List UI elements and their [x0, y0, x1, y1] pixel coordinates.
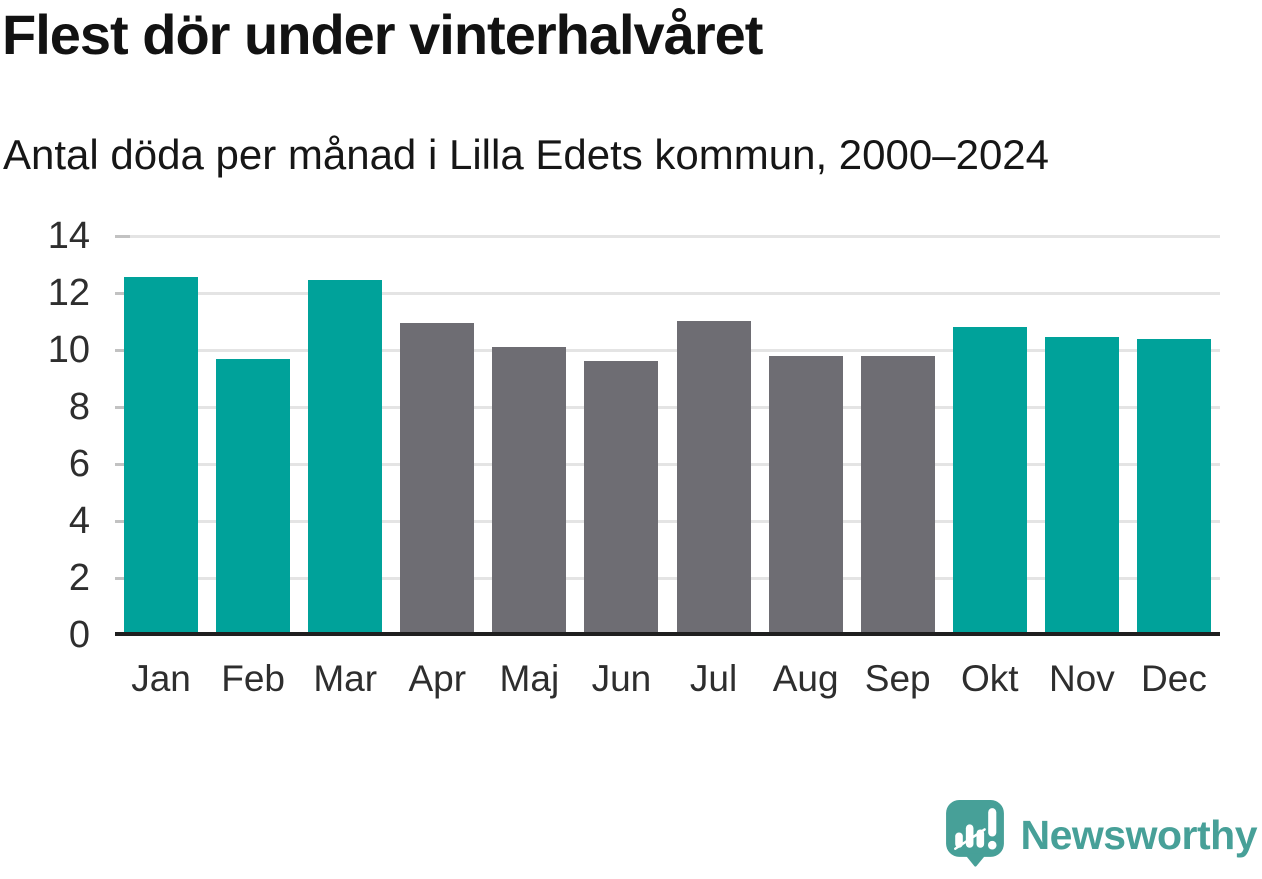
bar-aug: [769, 356, 843, 635]
chart-subtitle: Antal döda per månad i Lilla Edets kommu…: [3, 131, 1050, 178]
gridline: [115, 577, 1220, 580]
x-axis-label: Nov: [1048, 658, 1115, 699]
x-axis-label: Maj: [499, 658, 560, 699]
y-axis-label: 10: [47, 329, 90, 371]
x-axis-label: Feb: [221, 658, 285, 699]
y-axis-tick: [115, 235, 130, 238]
x-axis-label: Sep: [864, 658, 931, 699]
x-axis-label: Okt: [961, 658, 1019, 699]
x-axis-label: Dec: [1141, 658, 1207, 699]
newsworthy-logo: Newsworthy: [943, 799, 1258, 872]
y-axis-tick: [115, 463, 130, 466]
gridline: [115, 520, 1220, 523]
y-axis-label: 8: [68, 386, 90, 428]
bar-mar: [308, 280, 382, 635]
y-axis-label: 14: [47, 215, 90, 257]
x-axis-label: Jan: [131, 658, 191, 699]
x-axis-label: Mar: [313, 658, 378, 699]
y-axis-label: 0: [68, 614, 90, 656]
bar-nov: [1045, 337, 1119, 635]
y-axis-label: 2: [68, 557, 90, 599]
y-axis-tick: [115, 292, 130, 295]
x-axis-label: Apr: [408, 658, 467, 699]
x-axis-line: [115, 632, 1220, 636]
y-axis: 0 2 4 6 8 10 12 14: [0, 215, 90, 656]
y-axis-label: 6: [68, 443, 90, 485]
bar-feb: [216, 359, 290, 635]
y-axis-tick: [115, 520, 130, 523]
y-axis-label: 12: [47, 272, 90, 314]
gridline: [115, 349, 1220, 352]
gridline: [115, 406, 1220, 409]
plot-area: [115, 235, 1220, 635]
newsworthy-brand-text: Newsworthy: [1020, 812, 1258, 858]
gridline: [115, 292, 1220, 295]
bar-jul: [677, 321, 751, 635]
bar-dec: [1137, 339, 1211, 635]
x-axis-label: Jun: [591, 658, 652, 699]
x-axis-label: Aug: [772, 658, 839, 699]
chart-title: Flest dör under vinterhalvåret: [2, 3, 763, 66]
bar-jun: [584, 361, 658, 635]
x-axis: Jan Feb Mar Apr Maj Jun Jul Aug Sep Okt Nov Dec: [115, 655, 1220, 705]
x-axis-label: Jul: [689, 658, 738, 699]
y-axis-tick: [115, 349, 130, 352]
y-axis-tick: [115, 577, 130, 580]
bar-okt: [953, 327, 1027, 635]
y-axis-label: 4: [68, 500, 90, 542]
gridline: [115, 463, 1220, 466]
y-axis-tick: [115, 406, 130, 409]
bar-jan: [124, 277, 198, 635]
bar-sep: [861, 356, 935, 635]
bar-maj: [492, 347, 566, 635]
newsworthy-logo-icon: [943, 799, 1008, 872]
bar-apr: [400, 323, 474, 635]
gridline: [115, 235, 1220, 238]
